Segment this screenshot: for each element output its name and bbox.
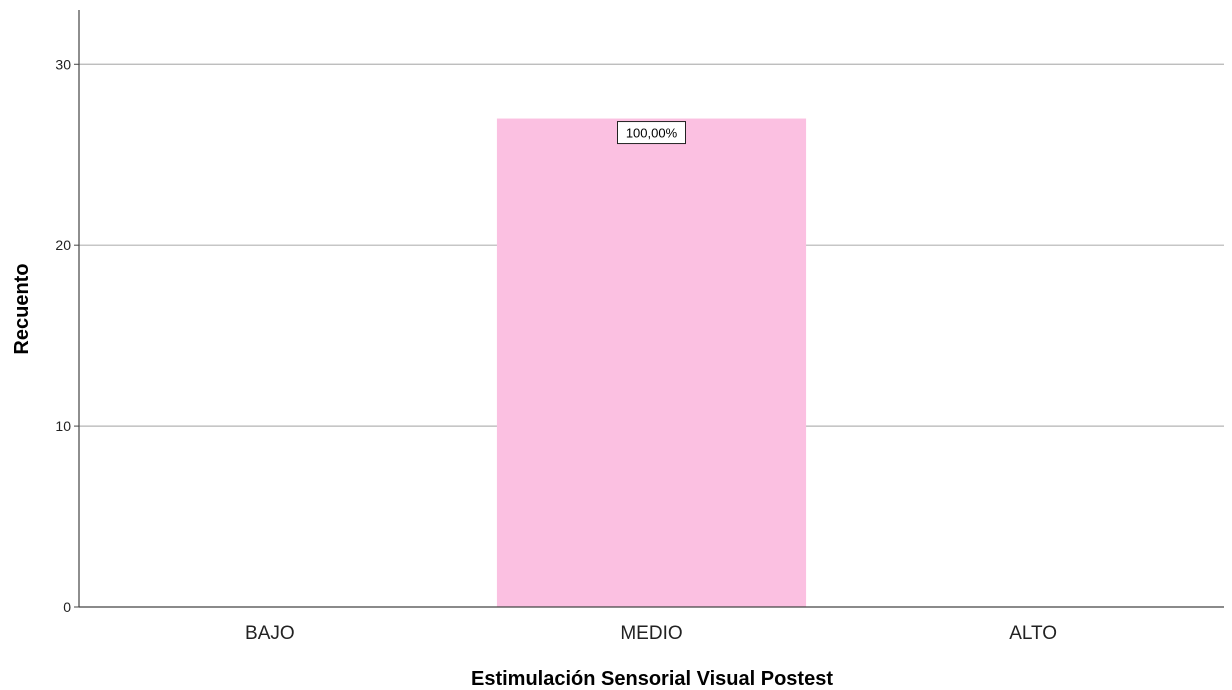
- y-tick-label: 30: [55, 56, 71, 72]
- y-axis-title: Recuento: [11, 263, 33, 354]
- axes: [78, 10, 1224, 608]
- bar-medio: [496, 118, 807, 607]
- data-labels: 100,00%: [617, 121, 686, 145]
- x-tick-label-bajo: BAJO: [245, 623, 295, 644]
- y-tick-label: 20: [55, 237, 71, 253]
- x-tick-labels: BAJO MEDIO ALTO: [245, 623, 1057, 644]
- x-tick-label-alto: ALTO: [1009, 623, 1057, 644]
- x-tick-label-medio: MEDIO: [620, 623, 682, 644]
- y-tick-labels: 0 10 20 30: [55, 56, 79, 615]
- x-axis-title: Estimulación Sensorial Visual Postest: [471, 668, 833, 690]
- y-tick-label: 0: [63, 599, 71, 615]
- bars: [496, 118, 807, 607]
- y-tick-label: 10: [55, 418, 71, 434]
- data-label-text: 100,00%: [626, 126, 678, 141]
- data-label: 100,00%: [617, 121, 686, 145]
- data-label-box: [617, 121, 686, 145]
